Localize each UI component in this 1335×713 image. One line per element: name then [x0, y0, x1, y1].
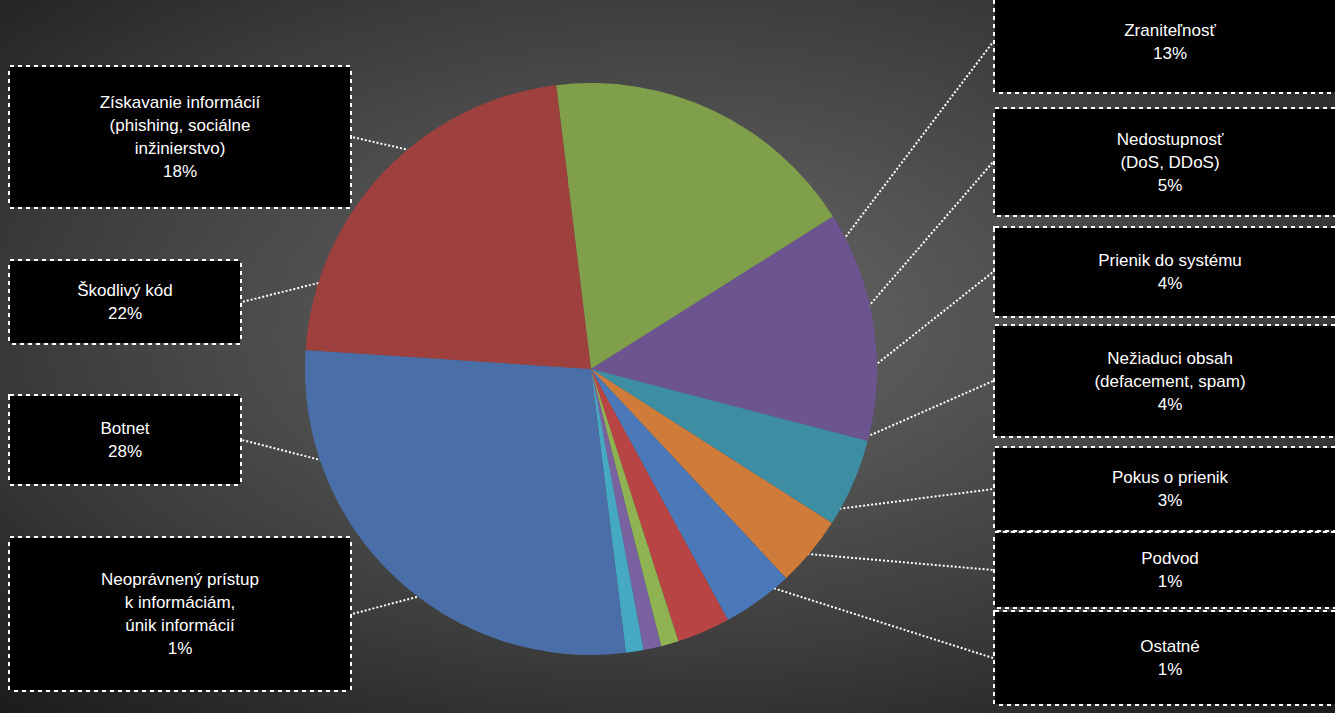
- svg-text:Nežiaduci obsah: Nežiaduci obsah: [1107, 349, 1233, 368]
- svg-text:(DoS, DDoS): (DoS, DDoS): [1120, 153, 1219, 172]
- svg-text:únik informácií: únik informácií: [125, 616, 235, 635]
- svg-text:1%: 1%: [168, 639, 193, 658]
- svg-text:Škodlivý kód: Škodlivý kód: [77, 281, 172, 300]
- svg-text:1%: 1%: [1158, 660, 1183, 679]
- svg-text:28%: 28%: [108, 442, 142, 461]
- svg-text:Botnet: Botnet: [100, 419, 149, 438]
- svg-text:(defacement, spam): (defacement, spam): [1094, 372, 1245, 391]
- svg-text:4%: 4%: [1158, 395, 1183, 414]
- svg-text:(phishing, sociálne: (phishing, sociálne: [110, 116, 251, 135]
- svg-text:Pokus o prienik: Pokus o prienik: [1112, 468, 1229, 487]
- svg-text:5%: 5%: [1158, 176, 1183, 195]
- svg-text:Prienik do systému: Prienik do systému: [1098, 251, 1242, 270]
- svg-text:1%: 1%: [1158, 572, 1183, 591]
- svg-text:Zraniteľnosť: Zraniteľnosť: [1124, 21, 1216, 40]
- svg-text:18%: 18%: [163, 162, 197, 181]
- svg-text:Ostatné: Ostatné: [1140, 637, 1200, 656]
- svg-text:Neoprávnený prístup: Neoprávnený prístup: [101, 570, 259, 589]
- svg-text:inžinierstvo): inžinierstvo): [135, 139, 226, 158]
- svg-text:Nedostupnosť: Nedostupnosť: [1117, 130, 1224, 149]
- svg-text:Získavanie informácií: Získavanie informácií: [100, 93, 261, 112]
- svg-text:Podvod: Podvod: [1141, 549, 1199, 568]
- svg-text:k informáciám,: k informáciám,: [125, 593, 236, 612]
- svg-text:13%: 13%: [1153, 44, 1187, 63]
- svg-text:4%: 4%: [1158, 274, 1183, 293]
- svg-text:3%: 3%: [1158, 491, 1183, 510]
- svg-text:22%: 22%: [108, 304, 142, 323]
